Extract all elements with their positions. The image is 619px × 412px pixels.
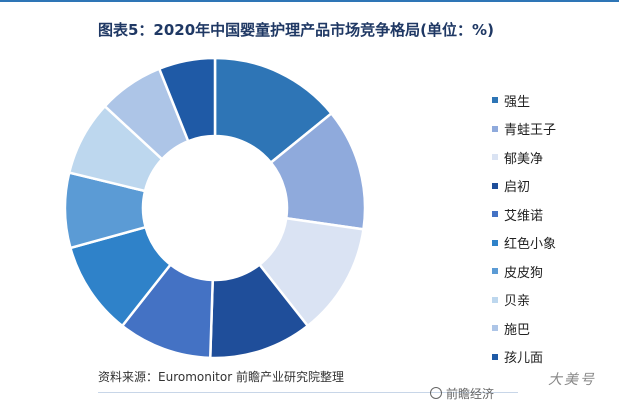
watermark-text: 前瞻经济: [446, 387, 495, 401]
bottom-rule: [98, 392, 518, 393]
legend-label: 青蛙王子: [504, 123, 557, 139]
legend-label: 强生: [504, 94, 531, 110]
legend-label: 郁美净: [504, 151, 544, 167]
legend-item: 艾维诺: [492, 200, 556, 229]
watermark: 前瞻经济: [430, 385, 494, 402]
legend-item: 青蛙王子: [492, 115, 556, 144]
legend-label: 皮皮狗: [504, 265, 544, 281]
legend-swatch: [492, 353, 498, 360]
legend-item: 红色小象: [492, 229, 556, 258]
legend-item: 孩儿面: [492, 343, 556, 372]
legend-item: 施巴: [492, 314, 556, 343]
legend-item: 强生: [492, 86, 556, 115]
legend-item: 启初: [492, 172, 556, 201]
legend-item: 皮皮狗: [492, 257, 556, 286]
legend-label: 贝亲: [504, 294, 531, 310]
watermark-logo-icon: [430, 387, 442, 399]
legend-label: 艾维诺: [504, 208, 544, 224]
source-note: 资料来源：Euromonitor 前瞻产业研究院整理: [98, 370, 344, 384]
legend-label: 红色小象: [504, 237, 557, 253]
legend-item: 贝亲: [492, 286, 556, 315]
legend-swatch: [492, 296, 498, 303]
corner-mark: 大美号: [548, 372, 596, 388]
legend-swatch: [492, 182, 498, 189]
legend-swatch: [492, 325, 498, 332]
legend-swatch: [492, 154, 498, 161]
legend-swatch: [492, 211, 498, 218]
legend-swatch: [492, 97, 498, 104]
legend-label: 施巴: [504, 322, 531, 338]
donut-chart: [63, 56, 367, 360]
legend-label: 启初: [504, 180, 531, 196]
donut-slice-10: [157, 56, 217, 143]
chart-title: 图表5：2020年中国婴童护理产品市场竞争格局(单位：%): [98, 21, 494, 39]
legend-swatch: [492, 125, 498, 132]
legend-swatch: [492, 239, 498, 246]
legend-swatch: [492, 268, 498, 275]
legend-label: 孩儿面: [504, 351, 544, 367]
chart-legend: 强生青蛙王子郁美净启初艾维诺红色小象皮皮狗贝亲施巴孩儿面: [492, 86, 556, 371]
top-rule: [0, 0, 619, 2]
legend-item: 郁美净: [492, 143, 556, 172]
